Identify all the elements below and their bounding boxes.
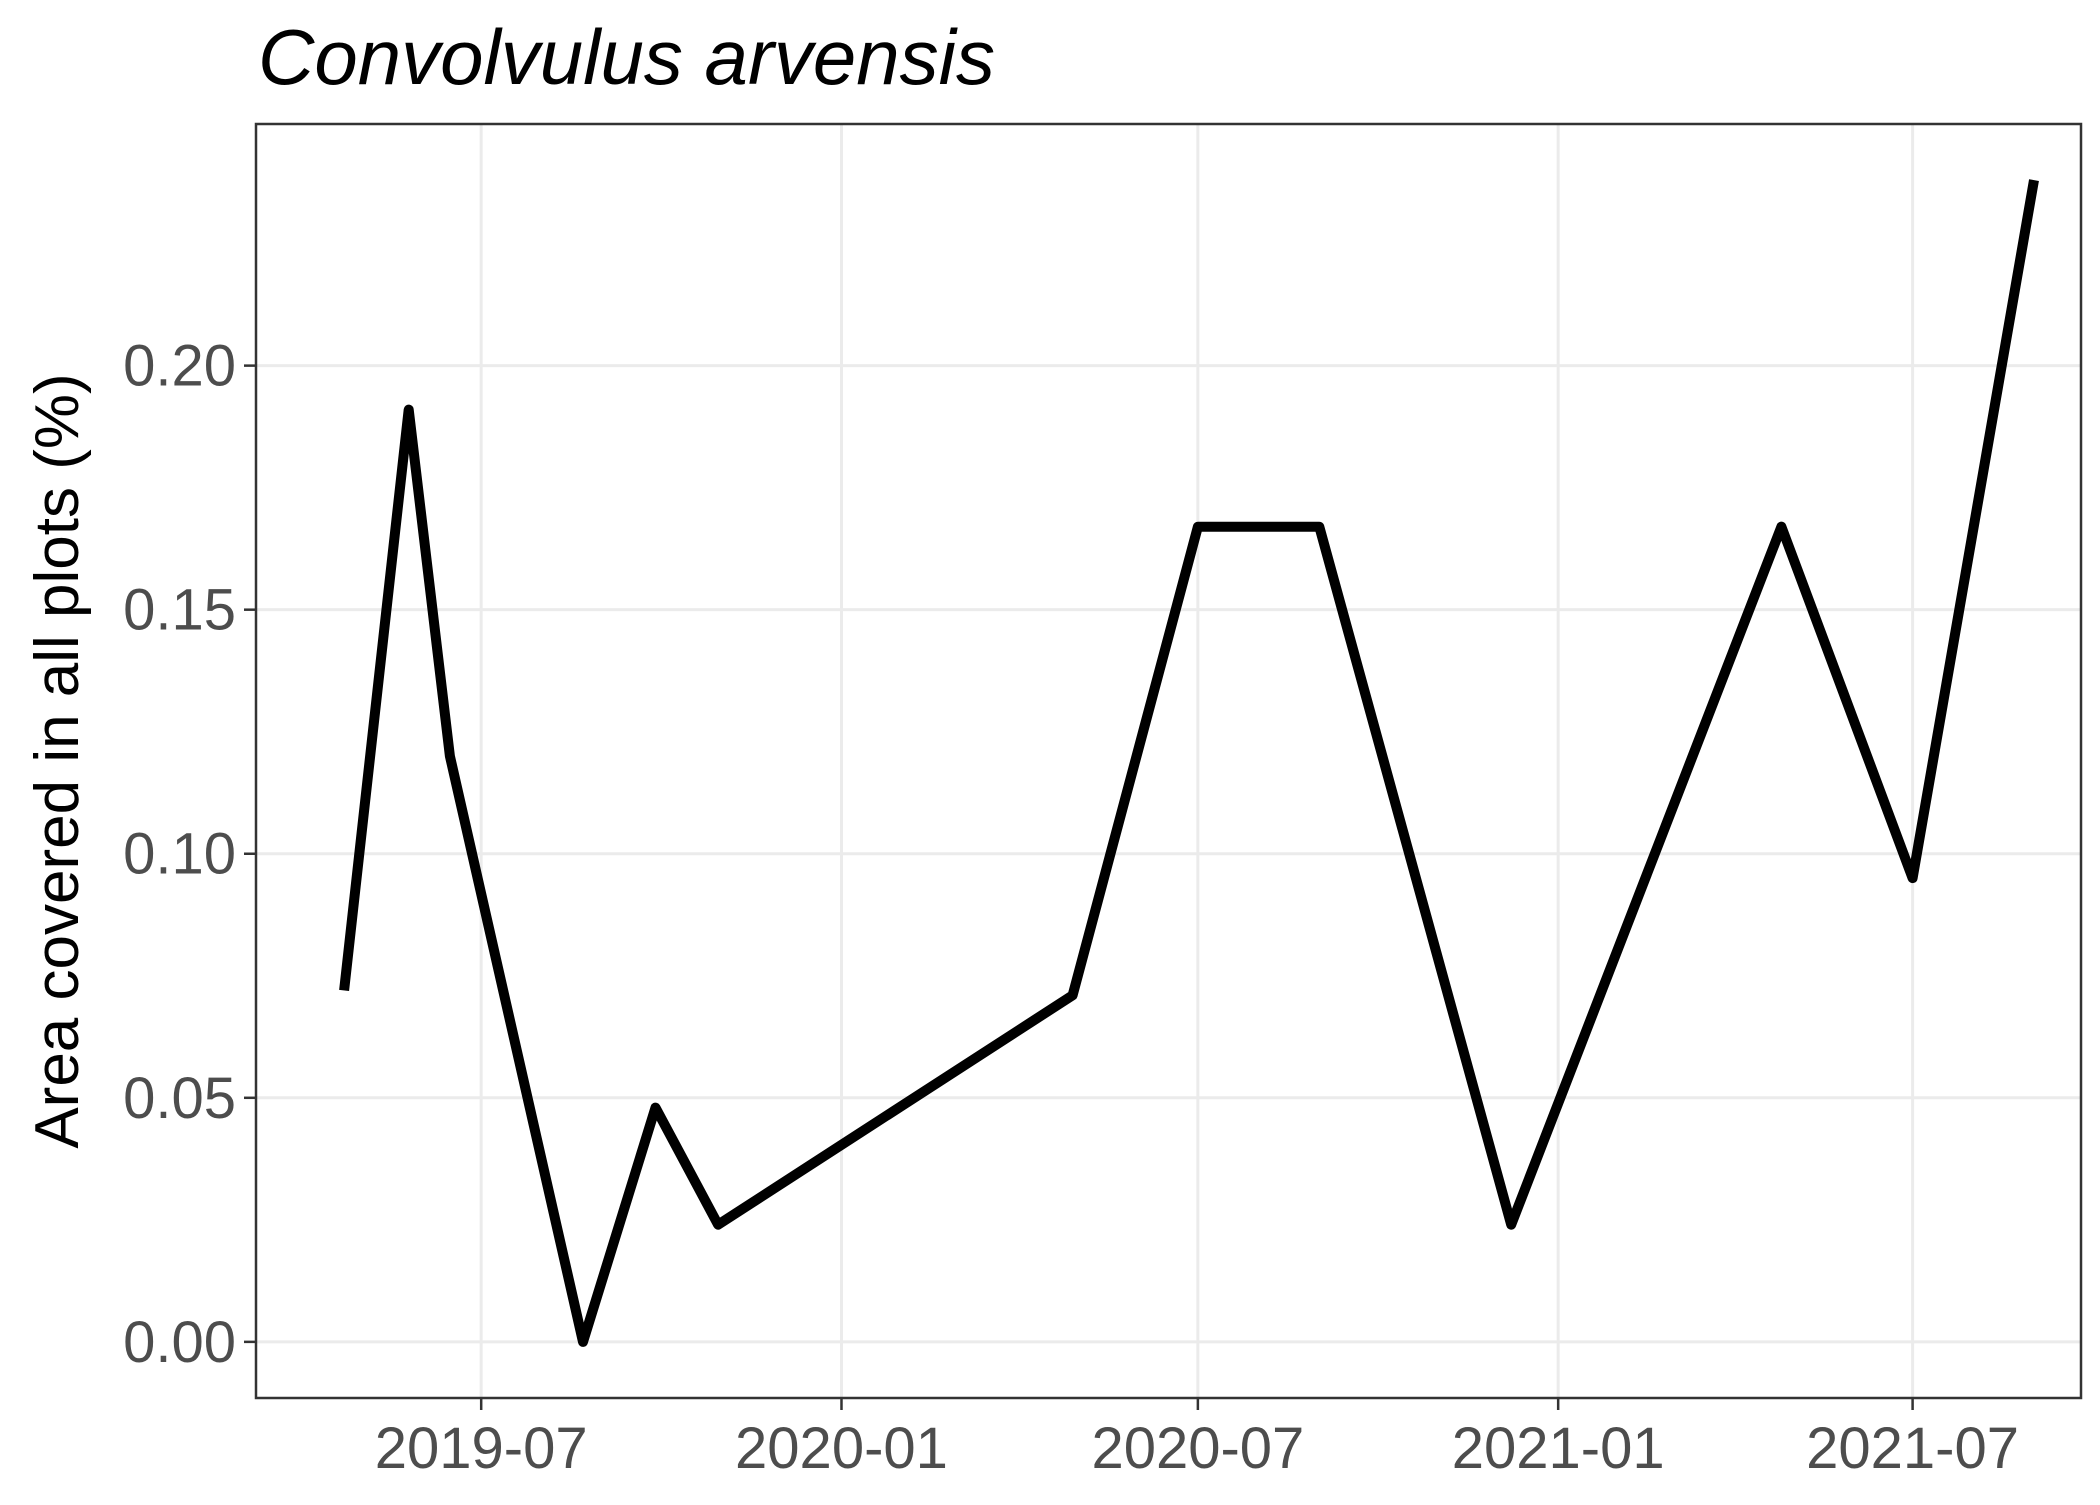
y-tick-label: 0.05 xyxy=(123,1066,236,1131)
y-tick-label: 0.20 xyxy=(123,334,236,399)
series-line xyxy=(339,179,2039,1347)
y-tick-label: 0.15 xyxy=(123,578,236,643)
x-tick-label: 2021-01 xyxy=(1452,1416,1665,1481)
series-layer xyxy=(339,179,2039,1347)
axis-ticks: 0.00 0.05 0.10 0.15 0.20 2019-07 2020-01 2020-0… xyxy=(123,334,2019,1481)
x-tick-label: 2021-07 xyxy=(1806,1416,2019,1481)
x-tick-label: 2019-07 xyxy=(375,1416,588,1481)
x-tick-label: 2020-07 xyxy=(1091,1416,1304,1481)
plot-panel-border xyxy=(254,122,2083,1400)
x-tick-label: 2020-01 xyxy=(735,1416,948,1481)
y-tick-label: 0.10 xyxy=(123,822,236,887)
chart-title: Convolvulus arvensis xyxy=(258,13,995,101)
y-axis-label: Area covered in all plots (%) xyxy=(23,373,92,1148)
y-tick-label: 0.00 xyxy=(123,1310,236,1375)
grid-lines xyxy=(256,124,2081,1398)
